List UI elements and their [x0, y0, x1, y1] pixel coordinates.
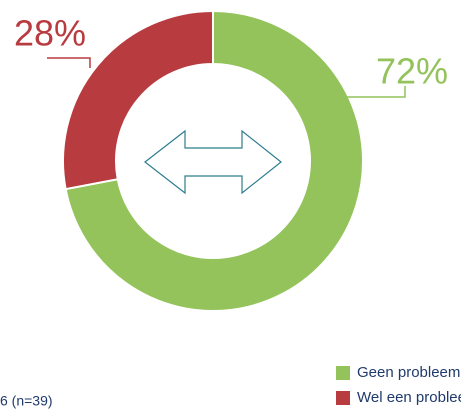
double-arrow — [144, 129, 282, 195]
donut — [62, 9, 364, 312]
value-label: 28% — [14, 13, 86, 54]
slice — [62, 9, 214, 191]
legend-swatch — [336, 391, 350, 405]
legend-label: Geen probleem — [357, 364, 460, 381]
value-label: 72% — [376, 51, 448, 92]
footnote: 6 (n=39) — [0, 393, 53, 409]
legend-label: Wel een probleem — [357, 389, 461, 406]
slice — [64, 9, 364, 312]
leader-line — [344, 86, 406, 98]
leader-line — [47, 57, 91, 68]
legend-swatch — [336, 366, 350, 380]
